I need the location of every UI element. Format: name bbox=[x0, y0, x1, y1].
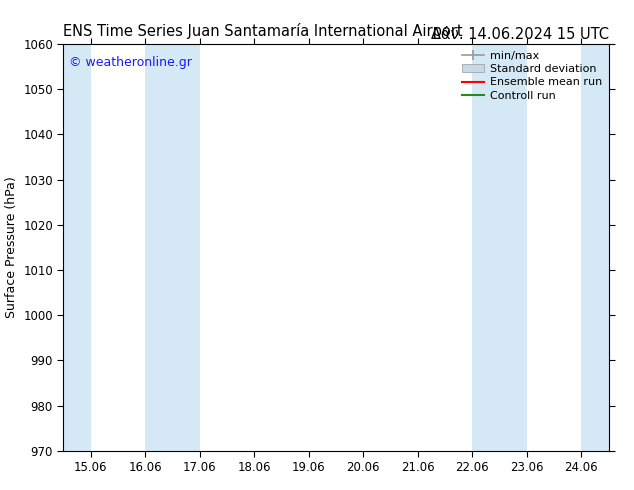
Bar bbox=[581, 44, 609, 451]
Text: Δάν. 14.06.2024 15 UTC: Δάν. 14.06.2024 15 UTC bbox=[430, 26, 609, 42]
Text: ENS Time Series Juan Santamaría International Airport: ENS Time Series Juan Santamaría Internat… bbox=[63, 23, 463, 39]
Legend: min/max, Standard deviation, Ensemble mean run, Controll run: min/max, Standard deviation, Ensemble me… bbox=[458, 47, 606, 105]
Text: © weatheronline.gr: © weatheronline.gr bbox=[69, 56, 191, 69]
Bar bbox=[63, 44, 91, 451]
Y-axis label: Surface Pressure (hPa): Surface Pressure (hPa) bbox=[4, 176, 18, 318]
Bar bbox=[145, 44, 200, 451]
Bar bbox=[472, 44, 500, 451]
Bar bbox=[500, 44, 527, 451]
